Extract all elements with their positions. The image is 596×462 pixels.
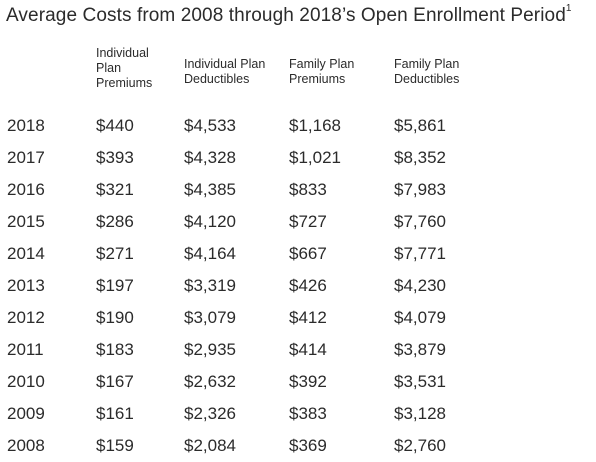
individual-deductible-cell: $2,632 — [184, 372, 236, 391]
table-row: 2009 $161 $2,326 $383 $3,128 — [0, 398, 596, 430]
table-row: 2008 $159 $2,084 $369 $2,760 — [0, 430, 596, 462]
family-premium-cell: $667 — [289, 244, 327, 263]
table-row: 2011 $183 $2,935 $414 $3,879 — [0, 334, 596, 366]
header-line: Deductibles — [394, 72, 460, 86]
individual-premium-cell: $159 — [96, 436, 134, 455]
family-deductible-cell: $7,983 — [394, 180, 446, 199]
individual-premium-cell: $167 — [96, 372, 134, 391]
family-deductible-cell: $3,879 — [394, 340, 446, 359]
header-line: Individual Plan — [184, 57, 266, 71]
individual-premium-cell: $321 — [96, 180, 134, 199]
family-deductible-cell: $3,128 — [394, 404, 446, 423]
family-premium-cell: $414 — [289, 340, 327, 359]
family-premium-cell: $369 — [289, 436, 327, 455]
individual-deductible-cell: $2,326 — [184, 404, 236, 423]
individual-premium-cell: $271 — [96, 244, 134, 263]
title-footnote-marker: 1 — [565, 3, 572, 14]
family-premium-cell: $1,021 — [289, 148, 341, 167]
table-row: 2014 $271 $4,164 $667 $7,771 — [0, 238, 596, 270]
family-deductible-cell: $7,771 — [394, 244, 446, 263]
table-row: 2018 $440 $4,533 $1,168 $5,861 — [0, 110, 596, 142]
header-line: Family Plan — [289, 57, 355, 71]
title-text: Average Costs from 2008 through 2018’s O… — [6, 5, 566, 26]
table-row: 2016 $321 $4,385 $833 $7,983 — [0, 174, 596, 206]
table-row: 2017 $393 $4,328 $1,021 $8,352 — [0, 142, 596, 174]
cost-table-body: 2018 $440 $4,533 $1,168 $5,861 2017 $393… — [0, 110, 596, 462]
individual-premium-cell: $197 — [96, 276, 134, 295]
individual-premium-cell: $393 — [96, 148, 134, 167]
individual-premium-cell: $183 — [96, 340, 134, 359]
family-deductible-cell: $3,531 — [394, 372, 446, 391]
individual-deductible-cell: $3,079 — [184, 308, 236, 327]
family-premium-cell: $727 — [289, 212, 327, 231]
family-premium-cell: $412 — [289, 308, 327, 327]
header-line: Premiums — [96, 76, 153, 90]
year-cell: 2014 — [7, 244, 45, 263]
header-line: Family Plan — [394, 57, 460, 71]
page-title: Average Costs from 2008 through 2018’s O… — [6, 3, 572, 27]
header-line: Premiums — [289, 72, 346, 86]
family-premium-cell: $392 — [289, 372, 327, 391]
header-individual-plan-deductibles: Individual Plan Deductibles — [184, 57, 265, 87]
individual-deductible-cell: $4,164 — [184, 244, 236, 263]
individual-deductible-cell: $4,328 — [184, 148, 236, 167]
individual-premium-cell: $286 — [96, 212, 134, 231]
individual-premium-cell: $440 — [96, 116, 134, 135]
year-cell: 2017 — [7, 148, 45, 167]
family-deductible-cell: $4,230 — [394, 276, 446, 295]
family-deductible-cell: $7,760 — [394, 212, 446, 231]
family-deductible-cell: $5,861 — [394, 116, 446, 135]
table-row: 2015 $286 $4,120 $727 $7,760 — [0, 206, 596, 238]
family-premium-cell: $383 — [289, 404, 327, 423]
family-deductible-cell: $8,352 — [394, 148, 446, 167]
family-premium-cell: $833 — [289, 180, 327, 199]
individual-deductible-cell: $4,533 — [184, 116, 236, 135]
individual-deductible-cell: $2,084 — [184, 436, 236, 455]
year-cell: 2011 — [7, 340, 44, 359]
year-cell: 2008 — [7, 436, 45, 455]
individual-deductible-cell: $3,319 — [184, 276, 236, 295]
individual-deductible-cell: $2,935 — [184, 340, 236, 359]
header-line: Deductibles — [184, 72, 250, 86]
year-cell: 2012 — [7, 308, 45, 327]
individual-premium-cell: $190 — [96, 308, 134, 327]
table-row: 2013 $197 $3,319 $426 $4,230 — [0, 270, 596, 302]
family-deductible-cell: $4,079 — [394, 308, 446, 327]
table-row: 2012 $190 $3,079 $412 $4,079 — [0, 302, 596, 334]
individual-premium-cell: $161 — [96, 404, 134, 423]
year-cell: 2016 — [7, 180, 45, 199]
family-premium-cell: $426 — [289, 276, 327, 295]
year-cell: 2018 — [7, 116, 45, 135]
header-line: Plan — [96, 61, 122, 75]
header-family-plan-premiums: Family Plan Premiums — [289, 57, 354, 87]
family-premium-cell: $1,168 — [289, 116, 341, 135]
header-individual-plan-premiums: Individual Plan Premiums — [96, 46, 152, 91]
individual-deductible-cell: $4,120 — [184, 212, 236, 231]
year-cell: 2009 — [7, 404, 45, 423]
year-cell: 2015 — [7, 212, 45, 231]
family-deductible-cell: $2,760 — [394, 436, 446, 455]
individual-deductible-cell: $4,385 — [184, 180, 236, 199]
header-line: Individual — [96, 46, 149, 60]
year-cell: 2010 — [7, 372, 45, 391]
header-family-plan-deductibles: Family Plan Deductibles — [394, 57, 459, 87]
table-row: 2010 $167 $2,632 $392 $3,531 — [0, 366, 596, 398]
year-cell: 2013 — [7, 276, 45, 295]
